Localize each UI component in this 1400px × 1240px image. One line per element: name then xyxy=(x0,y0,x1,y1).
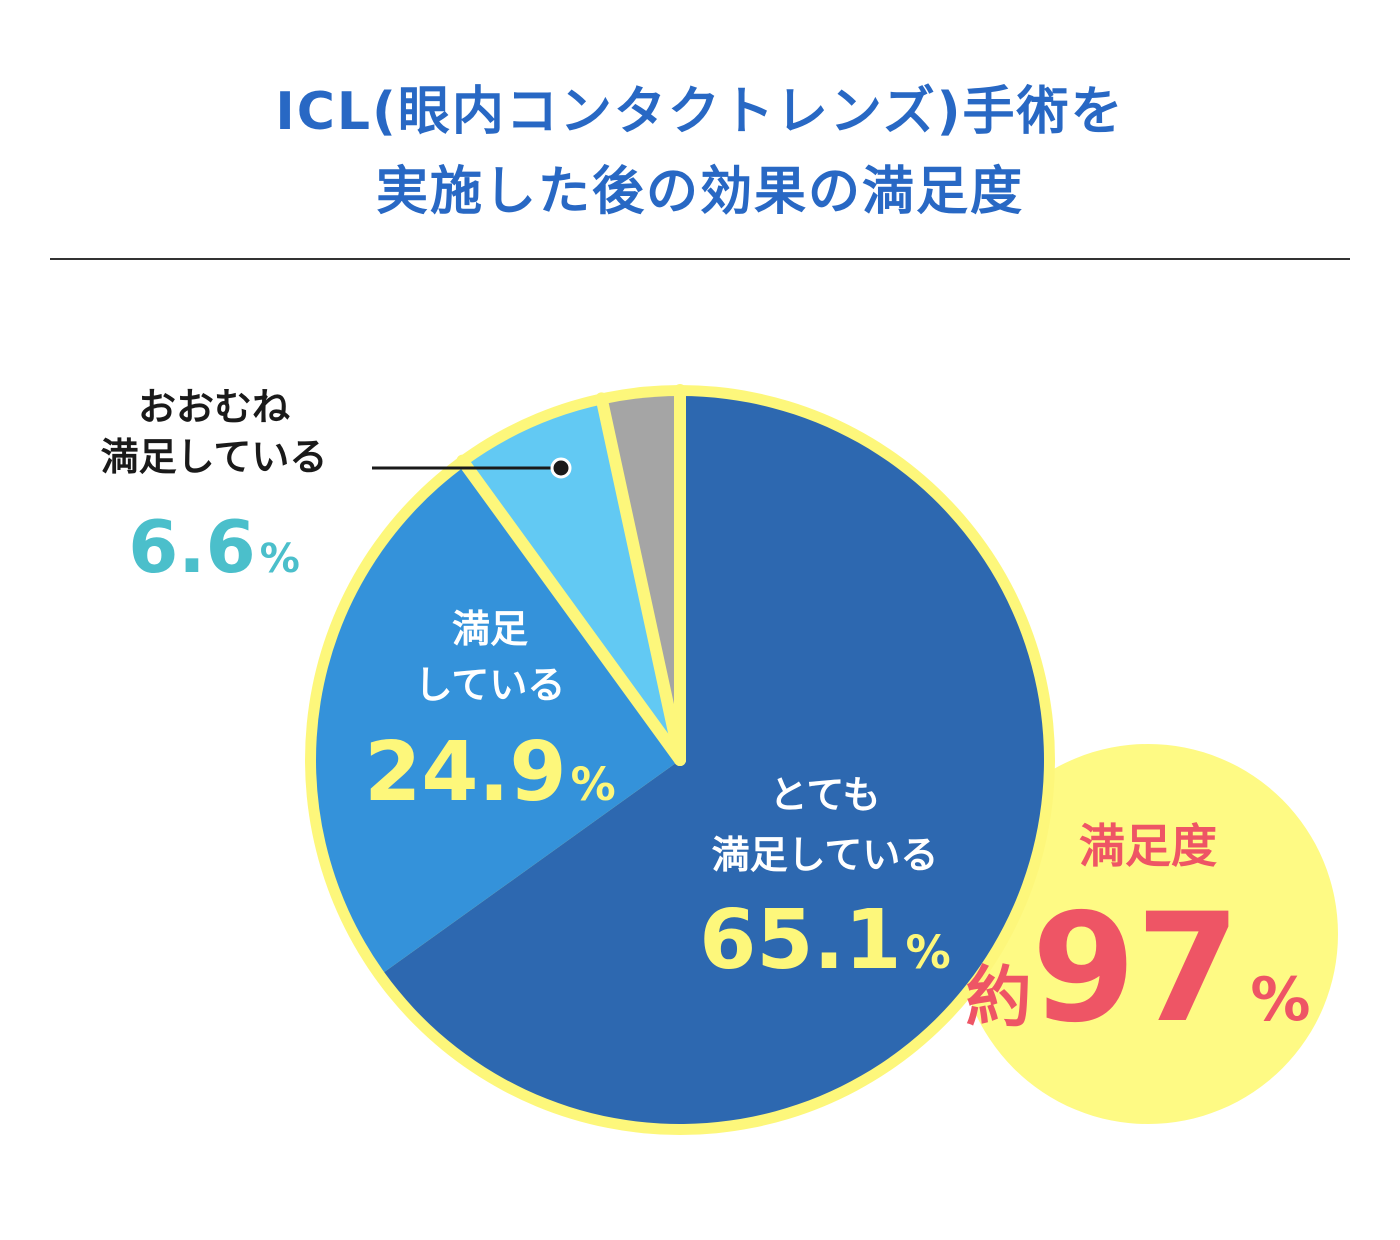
slice-label: おおむね xyxy=(138,385,290,429)
slice-separator xyxy=(595,392,686,766)
pie-slice xyxy=(466,404,680,760)
badge-circle xyxy=(958,744,1338,1124)
slice-label: 満足 xyxy=(452,607,528,651)
slice-value-label: 65.1% xyxy=(699,893,950,988)
slice-label: 満足している xyxy=(712,833,939,877)
badge-unit: % xyxy=(1250,965,1310,1035)
badge-prefix: 約 xyxy=(966,959,1032,1036)
pie-slice xyxy=(316,465,680,973)
slice-label: している xyxy=(415,663,566,707)
title-divider xyxy=(50,258,1350,260)
slice-value-label: 6.6% xyxy=(128,505,300,589)
title-line-2: 実施した後の効果の満足度 xyxy=(375,162,1024,222)
satisfaction-badge xyxy=(958,744,1338,1124)
badge-label: 満足度 xyxy=(1079,819,1217,873)
slice-value-label: 24.9% xyxy=(364,725,615,820)
badge-value-line: 約97% xyxy=(966,882,1311,1056)
chart-title: ICL(眼内コンタクトレンズ)手術を 実施した後の効果の満足度 xyxy=(0,72,1400,232)
badge-value: 97 xyxy=(1032,882,1241,1056)
slice-label: 満足している xyxy=(101,435,328,479)
slice-separator xyxy=(456,454,686,766)
title-line-1: ICL(眼内コンタクトレンズ)手術を xyxy=(275,82,1125,142)
slice-label: とても xyxy=(770,773,881,817)
leader-dot xyxy=(550,457,572,479)
pie-slice xyxy=(384,396,1044,1124)
